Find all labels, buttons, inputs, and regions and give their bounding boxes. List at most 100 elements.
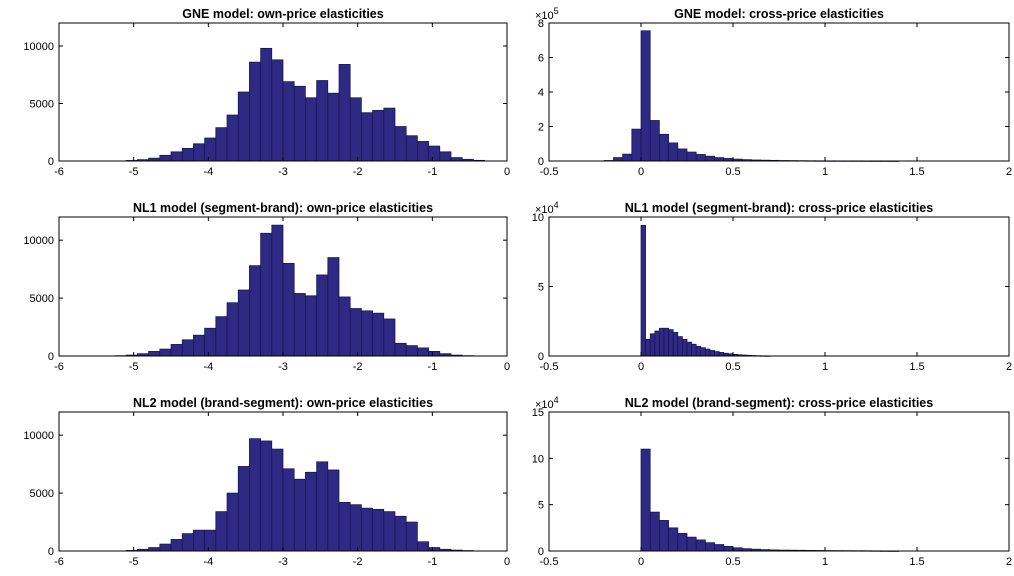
histogram-bar — [394, 342, 407, 357]
x-tick-label: 1 — [822, 556, 828, 568]
panel-title-nl1-own: NL1 model (segment-brand): own-price ela… — [133, 201, 433, 215]
y-tick-label: 6 — [538, 53, 544, 65]
histogram-bar — [439, 151, 452, 162]
histogram-bar — [668, 329, 674, 357]
histogram-bar — [361, 112, 373, 162]
histogram-bar — [383, 511, 396, 552]
histogram-bar — [181, 339, 194, 357]
x-tick-label: -6 — [54, 556, 64, 568]
histogram-bar — [193, 143, 205, 162]
histogram-bar — [170, 344, 183, 357]
x-tick-label: -6 — [54, 361, 64, 373]
x-tick-label: -4 — [203, 556, 213, 568]
x-tick-label: 2 — [1006, 556, 1012, 568]
histogram-bar — [663, 327, 669, 357]
histogram-bar — [672, 332, 679, 357]
y-tick-label: 10 — [532, 212, 544, 224]
histogram-bar — [338, 502, 351, 552]
histogram-bar — [695, 154, 706, 162]
histogram-bar — [327, 92, 340, 162]
histogram-bar — [237, 466, 250, 552]
histogram-bar — [338, 64, 351, 162]
histogram-bar — [159, 348, 172, 357]
histogram-bar — [405, 345, 418, 357]
histogram-bar — [705, 542, 715, 552]
x-tick-label: 1.5 — [909, 556, 924, 568]
panel-title-nl1-cross: NL1 model (segment-brand): cross-price e… — [625, 201, 933, 215]
x-tick-label: 0 — [638, 361, 644, 373]
histogram-bar — [659, 520, 669, 552]
histogram-bar — [349, 308, 362, 357]
histogram-bar — [394, 126, 407, 162]
x-tick-label: -5 — [129, 166, 139, 178]
histogram-bar — [372, 312, 385, 357]
histogram-bar — [305, 471, 317, 552]
y-tick-label: 10000 — [23, 41, 54, 53]
histogram-bar — [450, 157, 463, 162]
x-tick-label: -2 — [353, 556, 363, 568]
histogram-bar — [417, 141, 429, 162]
histogram-bar — [695, 539, 706, 552]
x-tick-label: -4 — [203, 361, 213, 373]
y-tick-label: 5000 — [30, 488, 54, 500]
histogram-bar — [271, 224, 284, 357]
histogram-bar — [181, 533, 194, 552]
x-tick-label: 1 — [822, 166, 828, 178]
histogram-bar — [718, 352, 725, 357]
histogram-bar — [148, 351, 161, 357]
histogram-bar — [170, 539, 183, 552]
histogram-bar — [159, 543, 172, 552]
panel-title-gne-own: GNE model: own-price elasticities — [182, 7, 383, 21]
x-tick-label: -5 — [129, 556, 139, 568]
histogram-bar — [695, 345, 702, 357]
y-tick-label: 15 — [532, 407, 544, 419]
x-tick-label: -3 — [278, 361, 288, 373]
y-tick-label: 8 — [538, 18, 544, 30]
histogram-bar — [631, 128, 642, 162]
y-tick-label: 0 — [48, 351, 54, 363]
histogram-bar — [714, 544, 725, 552]
histogram-bar — [428, 145, 441, 162]
histogram-bar — [282, 262, 295, 357]
histogram-bar — [361, 310, 373, 357]
histogram-bar — [659, 327, 665, 357]
histogram-bar — [677, 148, 688, 162]
histogram-bar — [613, 157, 623, 162]
x-tick-label: 2 — [1006, 166, 1012, 178]
histogram-bar — [204, 137, 217, 162]
histogram-bar — [159, 154, 172, 162]
histogram-bar — [327, 469, 340, 552]
histogram-bar — [640, 448, 651, 552]
histogram-bar — [349, 97, 362, 162]
x-tick-label: -2 — [353, 361, 363, 373]
y-tick-label: 0 — [538, 351, 544, 363]
histogram-bar — [204, 529, 217, 552]
histogram-bar — [705, 348, 711, 357]
histogram-bar — [700, 347, 706, 357]
histogram-bar — [271, 59, 284, 162]
histogram-bar — [361, 507, 373, 552]
x-tick-label: -5 — [129, 361, 139, 373]
histogram-bar — [316, 274, 329, 357]
x-tick-label: 1.5 — [909, 361, 924, 373]
histogram-bar — [649, 511, 660, 552]
histogram-bar — [714, 351, 720, 357]
x-tick-label: -4 — [203, 166, 213, 178]
histogram-bar — [260, 232, 273, 357]
x-tick-label: 0 — [638, 166, 644, 178]
axes-box-nl2-cross — [548, 411, 1010, 552]
x-tick-label: 0.5 — [725, 361, 740, 373]
histogram-bar — [249, 438, 261, 552]
x-tick-label: 0.5 — [725, 556, 740, 568]
y-exponent-label: ×105 — [535, 6, 559, 22]
histogram-bar — [714, 157, 725, 162]
x-tick-label: -0.5 — [540, 166, 559, 178]
histogram-bar — [649, 333, 656, 357]
histogram-bar — [405, 521, 418, 552]
histogram-bar — [383, 107, 396, 162]
histogram-bar — [316, 80, 329, 162]
histogram-bar — [282, 468, 295, 552]
panel-title-gne-cross: GNE model: cross-price elasticities — [674, 7, 884, 21]
